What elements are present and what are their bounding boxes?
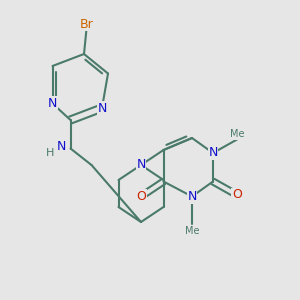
Text: N: N xyxy=(57,140,66,154)
Text: O: O xyxy=(232,188,242,202)
Text: N: N xyxy=(48,97,57,110)
Text: Me: Me xyxy=(230,129,244,139)
Text: O: O xyxy=(136,190,146,203)
Text: H: H xyxy=(46,148,54,158)
Text: Br: Br xyxy=(80,17,94,31)
Text: N: N xyxy=(136,158,146,172)
Text: Me: Me xyxy=(185,226,199,236)
Text: N: N xyxy=(187,190,197,203)
Text: N: N xyxy=(97,101,107,115)
Text: N: N xyxy=(208,146,218,160)
